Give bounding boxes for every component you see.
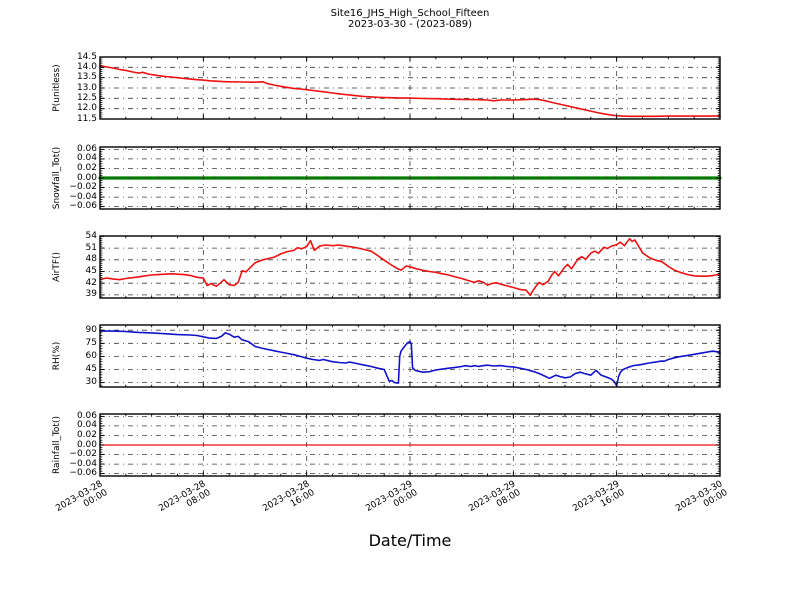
chart-subtitle: 2023-03-30 - (2023-089) [347,19,473,30]
panel-plot-4 [99,413,721,477]
x-tick-label: 2023-03-28 00:00 [54,479,110,514]
y-tick-label: 45 [85,266,97,276]
y-tick-label: 11.5 [76,113,97,124]
y-tick-label: 0.06 [76,410,97,421]
y-tick-label: 13.5 [76,72,97,83]
y-tick-label: 0.04 [76,420,97,431]
y-tick-label: 45 [85,364,97,374]
panel-plot-1 [98,146,722,210]
panel-plot-2 [99,235,721,299]
y-tick-label: −0.06 [69,468,97,479]
y-tick-label: 30 [85,377,97,388]
y-tick-label: 12.0 [76,103,97,114]
y-tick-label: 0.04 [76,153,97,164]
y-tick-label: 12.5 [76,92,97,103]
y-tick-label: −0.06 [69,201,97,212]
y-tick-label: 39 [85,289,97,300]
x-axis-title: Date/Time [368,531,452,550]
y-tick-label: 75 [85,337,97,348]
y-tick-label: 51 [85,242,97,253]
y-tick-label: 54 [85,230,97,241]
y-tick-label: 0.00 [76,172,97,183]
panel-plot-3 [99,324,721,388]
y-tick-label: 60 [85,350,97,361]
chart-title-block: Site16_JHS_High_School_Fifteen 2023-03-3… [100,8,720,30]
chart-title: Site16_JHS_High_School_Fifteen [330,8,490,19]
y-tick-label: −0.04 [69,458,97,469]
y-tick-label: 0.02 [76,430,97,440]
y-tick-label: 14.5 [76,51,97,62]
y-tick-label: 0.02 [76,163,97,173]
y-tick-label: −0.02 [69,182,97,192]
y-tick-label: −0.04 [69,191,97,202]
y-tick-label: 14.0 [76,61,97,72]
y-tick-label: −0.02 [69,449,97,459]
panel-plot-0 [99,56,721,120]
y-tick-label: 0.00 [76,439,97,450]
y-tick-label: 13.0 [76,82,97,93]
y-tick-label: 48 [85,254,97,265]
y-tick-label: 0.06 [76,143,97,154]
y-tick-label: 42 [85,277,97,288]
y-tick-label: 90 [85,324,97,335]
